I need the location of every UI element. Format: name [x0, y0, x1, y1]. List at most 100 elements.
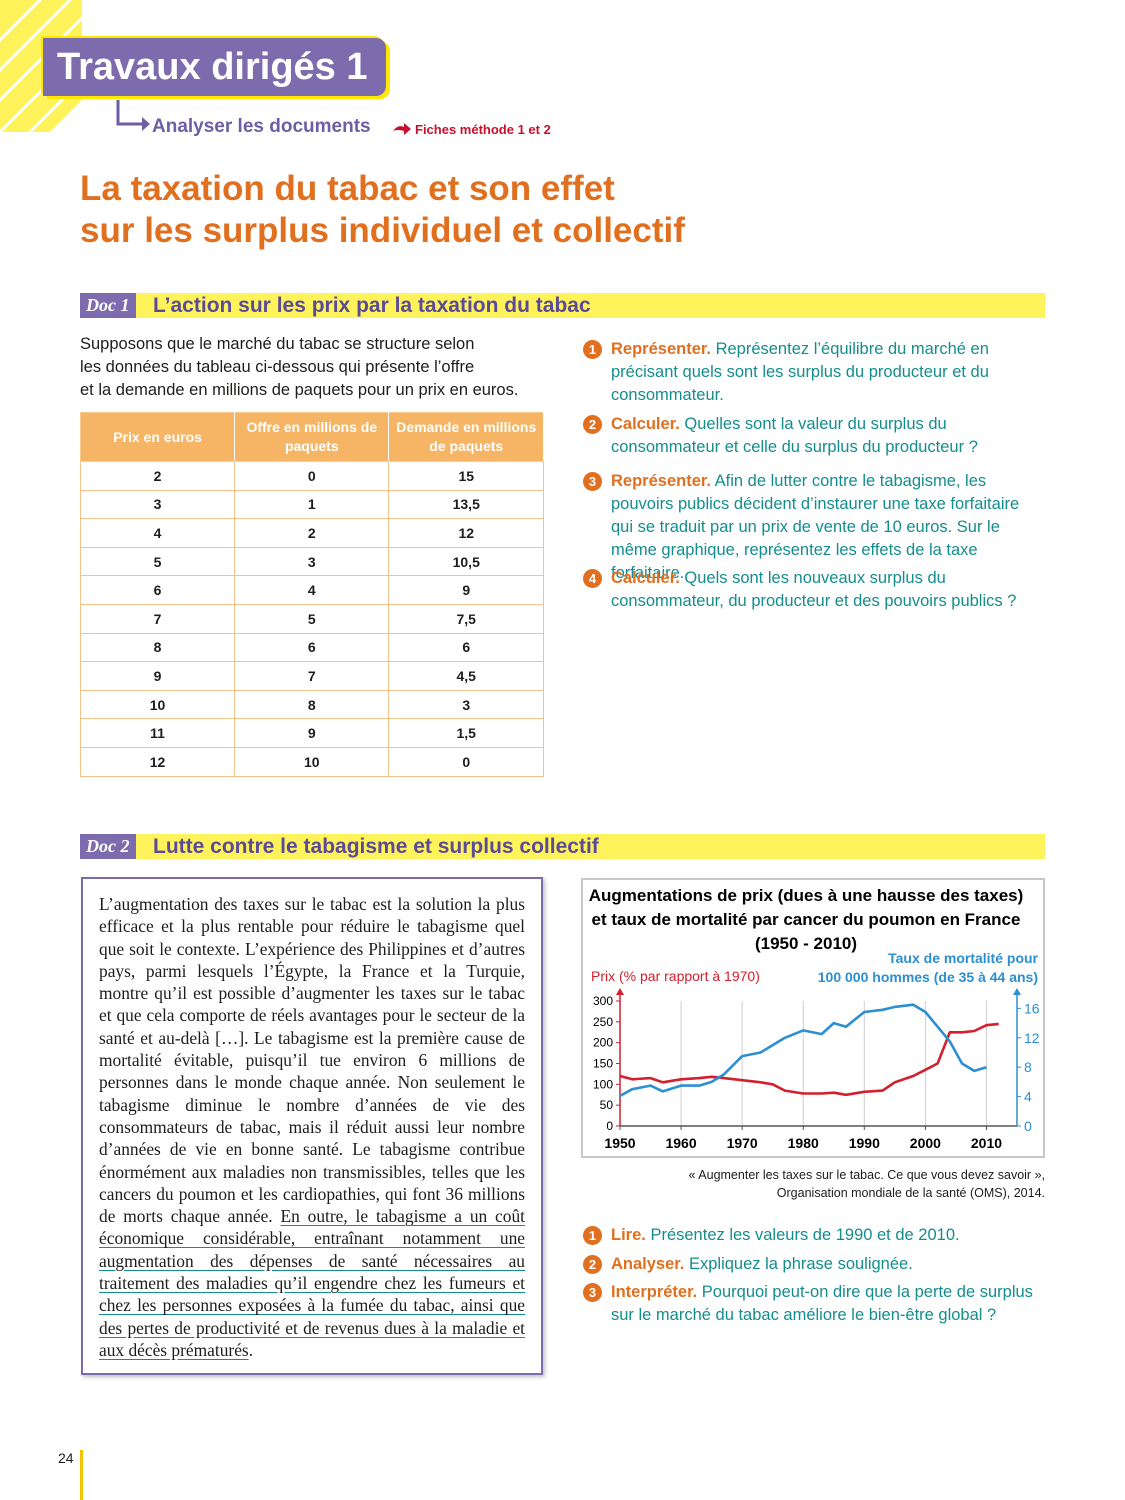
table-cell: 8: [234, 689, 390, 720]
x-tick-label: 1990: [849, 1135, 880, 1151]
table-cell: 5: [234, 603, 390, 634]
table-cell: 6: [79, 575, 236, 605]
table-cell: 11: [79, 718, 236, 748]
series-line: [619, 1022, 999, 1097]
source-line: Organisation mondiale de la santé (OMS),…: [776, 1186, 1045, 1200]
question: 2 Analyser. Expliquez la phrase soulignée…: [583, 1253, 1045, 1276]
doc-bar: Doc 1 L’action sur les prix par la taxat…: [80, 293, 1045, 318]
column-header: Demande en millions de paquets: [388, 412, 544, 462]
table-row: 2 0 15: [79, 461, 544, 491]
intro-line: Supposons que le marché du tabac se stru…: [80, 335, 475, 353]
question-text: Quelles sont la valeur du surplus du con…: [611, 415, 978, 456]
table-cell: 12: [79, 746, 236, 777]
doc-tag: Doc 1: [80, 293, 136, 318]
question-number: 1: [583, 340, 602, 359]
table-cell: 1,5: [388, 718, 544, 748]
x-tick-label: 2010: [971, 1135, 1002, 1151]
y-axis-label: Prix (% par rapport à 1970): [591, 968, 760, 984]
question-text: Pourquoi peut-on dire que la perte de su…: [611, 1283, 1033, 1324]
intro-line: les données du tableau ci-dessous qui pr…: [80, 358, 475, 376]
question-text: Représentez l’équilibre du marché en pré…: [611, 340, 989, 404]
table-row: 4 2 12: [79, 518, 544, 548]
page-number: 24: [58, 1450, 74, 1466]
question-body: Calculer. Quelles sont la valeur du surp…: [611, 413, 1045, 459]
x-tick-label: 1950: [604, 1135, 635, 1151]
table-cell: 6: [388, 632, 544, 663]
text-end: .: [248, 1339, 254, 1360]
method-reference: Fiches méthode 1 et 2: [415, 122, 551, 137]
subtitle-arrow: [116, 100, 150, 131]
table-header: Prix en euros Offre en millions de paquet…: [79, 412, 544, 462]
question-body: Calculer. Quels sont les nouveaux surplu…: [611, 567, 1045, 613]
question-label: Interpréter.: [611, 1283, 698, 1301]
table-cell: 9: [234, 718, 390, 748]
table-cell: 5: [79, 546, 236, 577]
question-number: 2: [583, 415, 602, 434]
table-cell: 10,5: [388, 546, 544, 577]
y-tick-label: 100: [593, 1077, 613, 1091]
y-tick-label: 150: [593, 1057, 613, 1071]
table-cell: 8: [79, 632, 236, 663]
data-table: Prix en euros Offre en millions de paquet…: [79, 412, 544, 777]
question-text: Présentez les valeurs de 1990 et de 2010…: [650, 1226, 960, 1244]
y2-axis-label: Taux de mortalité pour: [888, 950, 1038, 966]
question-number: 1: [583, 1226, 602, 1245]
question-number: 3: [583, 1283, 602, 1302]
table-row: 9 7 4,5: [79, 661, 544, 691]
y2-tick-label: 12: [1024, 1030, 1040, 1046]
question-body: Interpréter. Pourquoi peut-on dire que l…: [611, 1281, 1045, 1327]
table-cell: 10: [79, 689, 236, 720]
table-row: 10 8 3: [79, 689, 544, 720]
doc-bar: Doc 2 Lutte contre le tabagisme et surpl…: [80, 834, 1045, 859]
question-label: Représenter.: [611, 472, 711, 490]
question-number: 2: [583, 1255, 602, 1274]
page-bar: [80, 1450, 83, 1500]
table-cell: 3: [79, 489, 236, 520]
table-cell: 7: [234, 661, 390, 691]
table-cell: 13,5: [388, 489, 544, 520]
doc-heading: L’action sur les prix par la taxation du…: [153, 294, 591, 317]
main-title: La taxation du tabac et son effet sur le…: [80, 168, 685, 252]
table-cell: 3: [234, 546, 390, 577]
y2-tick-label: 4: [1024, 1089, 1032, 1105]
method-arrow: [393, 123, 411, 135]
y-tick-label: 200: [593, 1036, 613, 1050]
table-cell: 4,5: [388, 661, 544, 691]
source: « Augmenter les taxes sur le tabac. Ce q…: [689, 1166, 1045, 1202]
question-body: Lire. Présentez les valeurs de 1990 et d…: [611, 1224, 1045, 1247]
question-number: 3: [583, 472, 602, 491]
question-label: Représenter.: [611, 340, 711, 358]
table-body: 2 0 15 3 1 13,5 4 2 12 5 3 10,5 6 4 9 7 5 7,5 8 6 6 9 7 4,5 10 8 3…: [79, 461, 544, 777]
series-line: [619, 1003, 987, 1098]
table-cell: 1: [234, 489, 390, 520]
table-row: 5 3 10,5: [79, 546, 544, 577]
section-title: Travaux dirigés 1: [43, 38, 386, 96]
table-cell: 9: [79, 661, 236, 691]
y2-tick-label: 8: [1024, 1059, 1032, 1075]
question: 2 Calculer. Quelles sont la valeur du sur…: [583, 413, 1045, 459]
table-cell: 15: [388, 461, 544, 491]
table-cell: 4: [234, 575, 390, 605]
intro-line: et la demande en millions de paquets pou…: [80, 381, 519, 399]
y2-tick-label: 0: [1024, 1118, 1032, 1134]
question: 1 Lire. Présentez les valeurs de 1990 et …: [583, 1224, 1045, 1247]
doc-text: L’augmentation des taxes sur le tabac es…: [81, 877, 543, 1376]
question-number: 4: [583, 569, 602, 588]
table-cell: 9: [388, 575, 544, 605]
x-tick-label: 1980: [788, 1135, 819, 1151]
question-text: Expliquez la phrase soulignée.: [688, 1255, 913, 1273]
y-axis-arrow: [616, 988, 624, 995]
table-cell: 3: [388, 689, 544, 720]
table-cell: 2: [234, 518, 390, 548]
question: 3 Interpréter. Pourquoi peut-on dire que …: [583, 1281, 1045, 1327]
subtitle: Analyser les documents: [152, 116, 371, 137]
title-line: sur les surplus individuel et collectif: [80, 211, 685, 250]
question-body: Représenter. Représentez l’équilibre du …: [611, 338, 1045, 407]
chart-title: Augmentations de prix (dues à une hausse…: [589, 886, 1024, 905]
question: 1 Représenter. Représentez l’équilibre du…: [583, 338, 1045, 407]
x-tick-label: 2000: [910, 1135, 941, 1151]
table-row: 11 9 1,5: [79, 718, 544, 748]
x-tick-label: 1970: [727, 1135, 758, 1151]
